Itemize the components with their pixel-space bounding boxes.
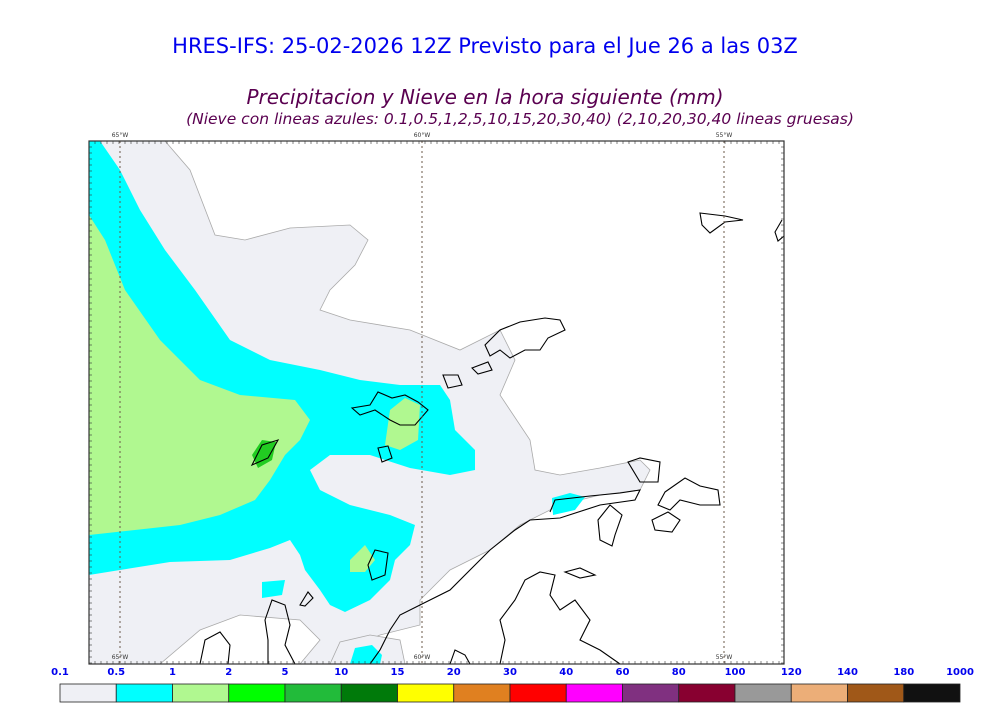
colorbar-cell [397, 683, 455, 703]
colorbar-label: 1 [169, 667, 176, 678]
colorbar-cell [59, 683, 117, 703]
colorbar-cell [172, 683, 230, 703]
map-title: HRES-IFS: 25-02-2026 12Z Previsto para e… [172, 34, 798, 58]
colorbar-label: 20 [446, 667, 461, 678]
colorbar-cell [565, 683, 623, 703]
colorbar-label: 120 [780, 667, 802, 678]
colorbar-cell [678, 683, 736, 703]
light-precip-spot [552, 493, 585, 515]
colorbar-label: 100 [724, 667, 746, 678]
colorbar-label: 1000 [946, 667, 974, 678]
colorbar-label: 30 [503, 667, 517, 678]
colorbar-label: 60 [615, 667, 630, 678]
colorbar-label: 10 [334, 667, 349, 678]
meridian-gridlines [119, 141, 725, 664]
colorbar-cell [340, 683, 398, 703]
colorbar-cell [847, 683, 905, 703]
colorbar-label: 0.5 [107, 667, 126, 678]
frame-ticks [88, 140, 784, 664]
colorbar-cell [284, 683, 342, 703]
colorbar-label: 0.1 [51, 667, 69, 678]
colorbar-cell [622, 683, 680, 703]
colorbar-label: 40 [559, 667, 574, 678]
colorbar [59, 683, 961, 703]
longitude-label: 60°W [413, 132, 431, 139]
colorbar-label: 15 [390, 667, 405, 678]
colorbar-cell [453, 683, 511, 703]
heavy-precip-spot [252, 440, 276, 468]
colorbar-cell [903, 683, 961, 703]
longitude-label: 55°W [715, 132, 733, 139]
map-frame [88, 140, 785, 665]
colorbar-label: 180 [893, 667, 915, 678]
coastlines [199, 212, 784, 664]
colorbar-label: 140 [837, 667, 858, 678]
colorbar-label: 2 [225, 667, 233, 678]
colorbar-cell [509, 683, 567, 703]
map-subtitle: Precipitacion y Nieve en la hora siguien… [246, 85, 724, 109]
longitude-label: 60°W [413, 654, 431, 661]
colorbar-cell [228, 683, 286, 703]
colorbar-cell [790, 683, 848, 703]
colorbar-cell [734, 683, 792, 703]
longitude-label: 65°W [111, 654, 129, 661]
longitude-label: 65°W [111, 132, 129, 139]
light-precip-spot [262, 580, 285, 598]
colorbar-label: 5 [281, 667, 289, 678]
moderate-precip-spot [350, 545, 375, 572]
moderate-precip-spot [385, 398, 420, 450]
colorbar-label: 80 [671, 667, 686, 678]
map-subtitle-note: (Nieve con lineas azules: 0.1,0.5,1,2,5,… [186, 110, 854, 128]
longitude-label: 55°W [715, 654, 733, 661]
colorbar-cell [115, 683, 173, 703]
